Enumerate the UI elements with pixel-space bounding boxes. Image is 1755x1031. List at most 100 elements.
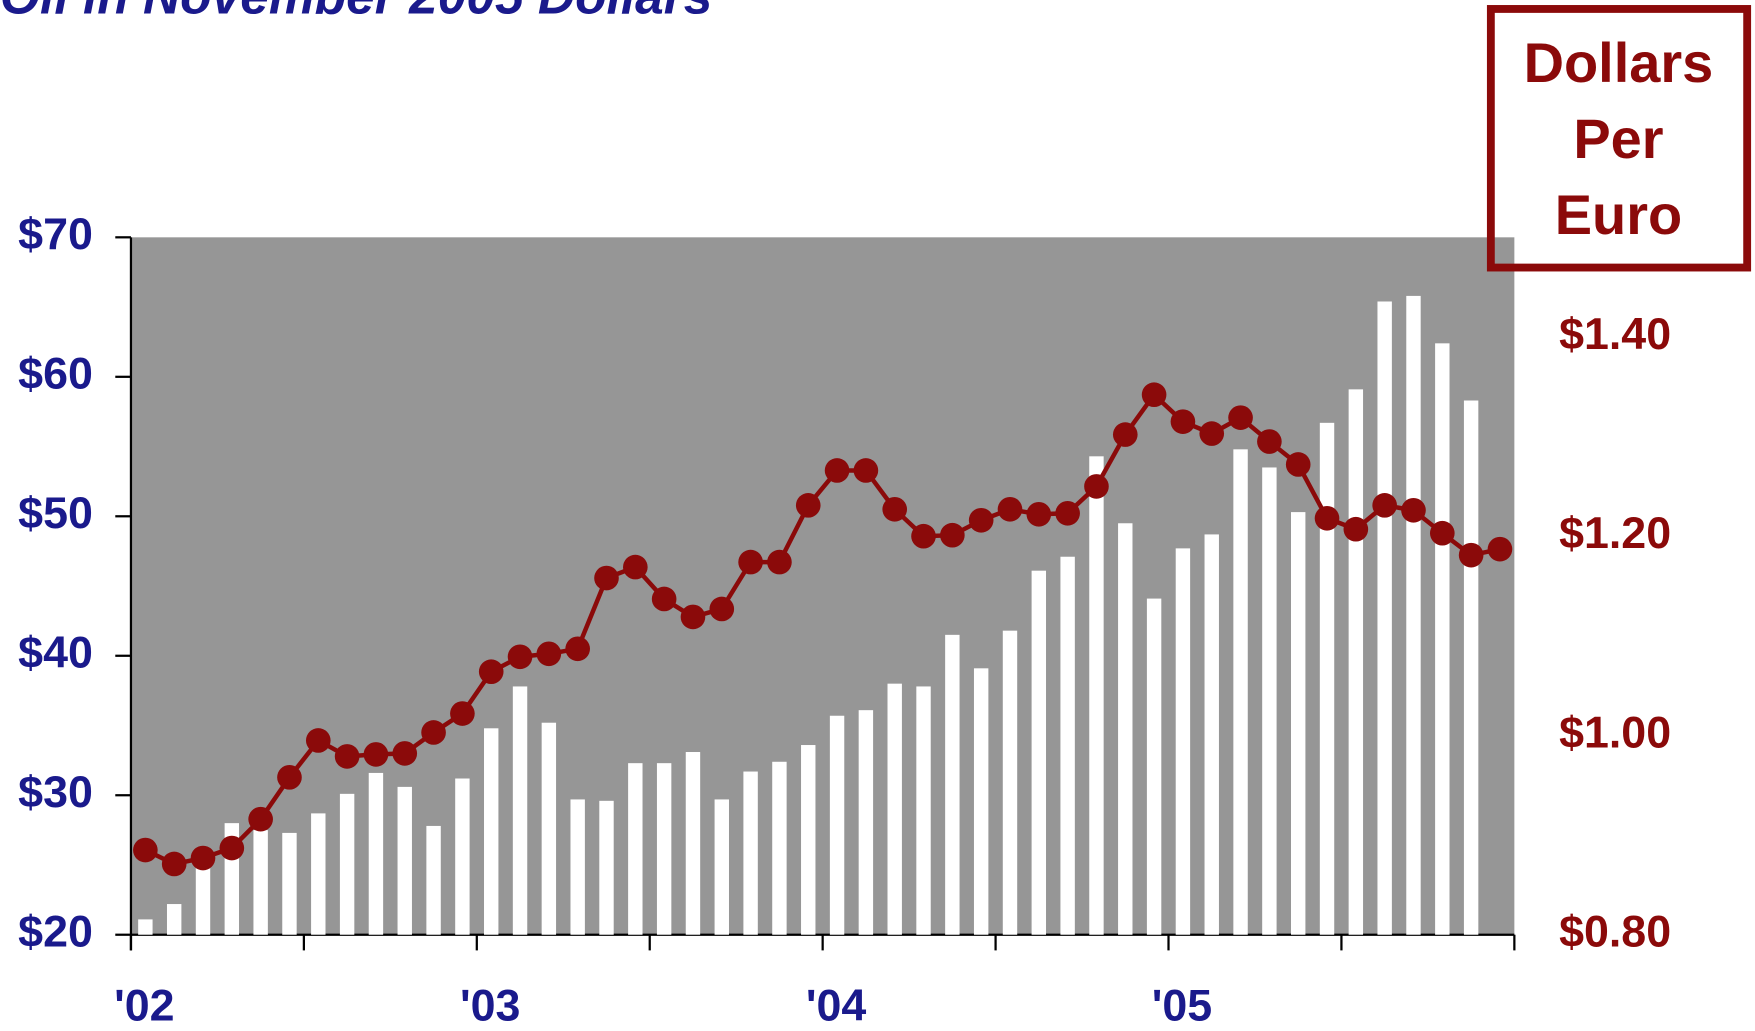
bar xyxy=(1262,467,1277,935)
bar xyxy=(541,722,557,935)
line-marker xyxy=(680,604,706,630)
bar xyxy=(1406,295,1421,935)
bar xyxy=(1377,301,1392,935)
line-marker xyxy=(594,565,619,591)
bar xyxy=(1463,400,1479,935)
bar xyxy=(973,668,989,935)
bar xyxy=(1204,534,1219,935)
bar xyxy=(772,761,787,935)
bar xyxy=(714,799,729,935)
bar xyxy=(195,862,211,935)
bar xyxy=(166,904,182,935)
y2-label: Per xyxy=(1573,107,1663,170)
bar xyxy=(1089,456,1104,935)
line-marker xyxy=(450,701,475,726)
line-marker xyxy=(853,458,879,483)
line-marker xyxy=(248,806,273,832)
bar xyxy=(1060,556,1075,935)
line-marker xyxy=(738,549,763,575)
line-marker xyxy=(190,845,216,871)
bar xyxy=(426,825,441,935)
bar xyxy=(858,710,874,935)
y2-tick-label: $1.20 xyxy=(1559,508,1671,558)
line-marker xyxy=(1026,501,1052,527)
y2-label: Dollars xyxy=(1524,31,1714,94)
bar xyxy=(1146,598,1162,935)
bar xyxy=(1319,422,1335,935)
bar xyxy=(656,763,672,935)
y-tick-label: $20 xyxy=(18,907,93,957)
line-marker xyxy=(882,496,908,522)
bar xyxy=(455,778,470,935)
y-tick-label: $70 xyxy=(18,209,93,259)
line-marker xyxy=(219,835,245,861)
line-marker xyxy=(1228,405,1253,430)
bar xyxy=(829,715,845,935)
bar xyxy=(916,686,931,935)
y-tick-label: $30 xyxy=(18,767,93,817)
plot-area xyxy=(130,237,1515,935)
line-marker xyxy=(1343,516,1369,542)
bar xyxy=(1435,343,1450,935)
line-marker xyxy=(1285,452,1311,477)
bar xyxy=(1002,630,1018,935)
line-marker xyxy=(940,522,965,548)
y2-label: Euro xyxy=(1555,183,1682,246)
line-marker xyxy=(161,851,187,877)
line-marker xyxy=(478,659,504,685)
line-marker xyxy=(1401,497,1426,523)
bar xyxy=(685,752,701,935)
bar xyxy=(1175,548,1191,935)
line-marker xyxy=(1314,505,1340,531)
line-marker xyxy=(334,744,360,769)
chart-title: Oil in November 2005 Dollars xyxy=(0,0,712,25)
line-marker xyxy=(1257,429,1282,454)
line-marker xyxy=(911,523,936,549)
bar xyxy=(801,745,816,935)
y2-tick-label: $0.80 xyxy=(1559,907,1671,957)
bar xyxy=(599,800,614,935)
line-marker xyxy=(623,554,648,580)
bar xyxy=(628,763,643,935)
line-marker xyxy=(1458,542,1484,568)
y-tick-label: $50 xyxy=(18,488,93,538)
bar xyxy=(1290,512,1306,935)
bar xyxy=(311,813,326,935)
y2-tick-label: $1.00 xyxy=(1559,707,1671,757)
line-marker xyxy=(824,458,850,483)
line-marker xyxy=(392,741,418,766)
bar xyxy=(484,728,499,935)
bar xyxy=(512,686,528,935)
x-tick-label: '03 xyxy=(460,980,520,1030)
line-marker xyxy=(1084,474,1109,499)
bar xyxy=(1233,449,1248,935)
line-marker xyxy=(795,493,821,518)
y-tick-label: $40 xyxy=(18,628,93,678)
line-marker xyxy=(1055,500,1080,526)
line-marker xyxy=(968,507,994,533)
bar xyxy=(397,786,412,935)
line-marker xyxy=(305,728,331,753)
line-marker xyxy=(1429,520,1455,546)
bar xyxy=(282,832,297,935)
line-marker xyxy=(1199,421,1225,446)
line-marker xyxy=(709,596,735,622)
line-marker xyxy=(1372,493,1397,518)
line-marker xyxy=(565,636,590,662)
bar xyxy=(743,771,758,935)
bar xyxy=(887,683,902,935)
bar xyxy=(253,830,268,935)
x-tick-label: '04 xyxy=(806,980,867,1030)
bar xyxy=(368,772,384,935)
line-marker xyxy=(997,496,1023,522)
y2-tick-label: $1.40 xyxy=(1559,309,1671,359)
line-marker xyxy=(421,720,446,745)
line-marker xyxy=(1141,382,1167,408)
line-marker xyxy=(651,586,677,612)
line-marker xyxy=(1170,409,1196,434)
bar xyxy=(138,919,153,935)
y2-label-box xyxy=(1486,5,1752,272)
line-marker xyxy=(133,837,158,863)
line-marker xyxy=(536,641,562,667)
